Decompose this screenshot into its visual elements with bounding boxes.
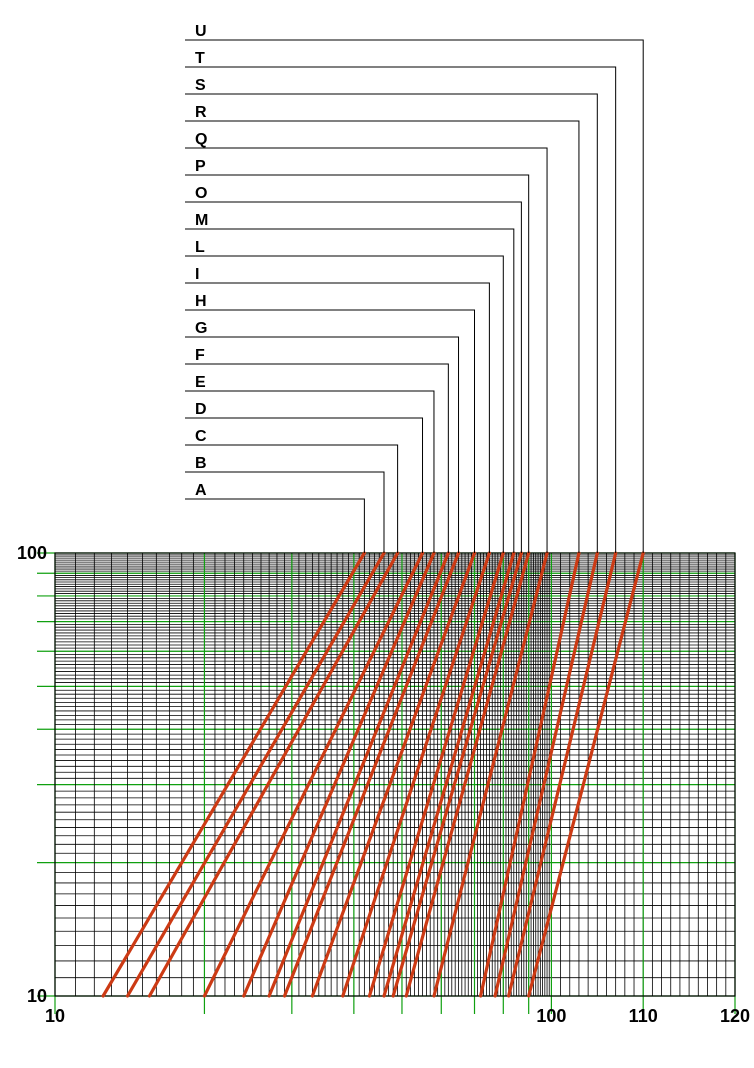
leader-label-f: F (195, 347, 205, 364)
leader-label-h: H (195, 293, 207, 310)
leader-label-a: A (195, 482, 207, 499)
leader-label-d: D (195, 401, 207, 418)
leader-label-q: Q (195, 131, 207, 148)
leader-label-r: R (195, 104, 207, 121)
axis-tick-label: 10 (45, 1006, 65, 1026)
leader-label-m: M (195, 212, 208, 229)
leader-label-e: E (195, 374, 206, 391)
log-log-chart: UTSRQPOMLIHGFEDCBA 10 100 110 120 10 100 (0, 0, 754, 1068)
leader-label-p: P (195, 158, 206, 175)
leader-label-c: C (195, 428, 207, 445)
leader-label-u: U (195, 23, 207, 40)
leader-label-s: S (195, 77, 206, 94)
leader-label-g: G (195, 320, 207, 337)
axis-tick-label: 100 (17, 543, 47, 563)
leader-label-i: I (195, 266, 199, 283)
axis-tick-label: 120 (720, 1006, 750, 1026)
axis-tick-label: 110 (629, 1006, 658, 1026)
axis-tick-label: 100 (536, 1006, 566, 1026)
leader-label-b: B (195, 455, 207, 472)
leader-label-o: O (195, 185, 207, 202)
axis-tick-label: 10 (27, 986, 47, 1006)
leader-label-t: T (195, 50, 205, 67)
leader-label-l: L (195, 239, 205, 256)
